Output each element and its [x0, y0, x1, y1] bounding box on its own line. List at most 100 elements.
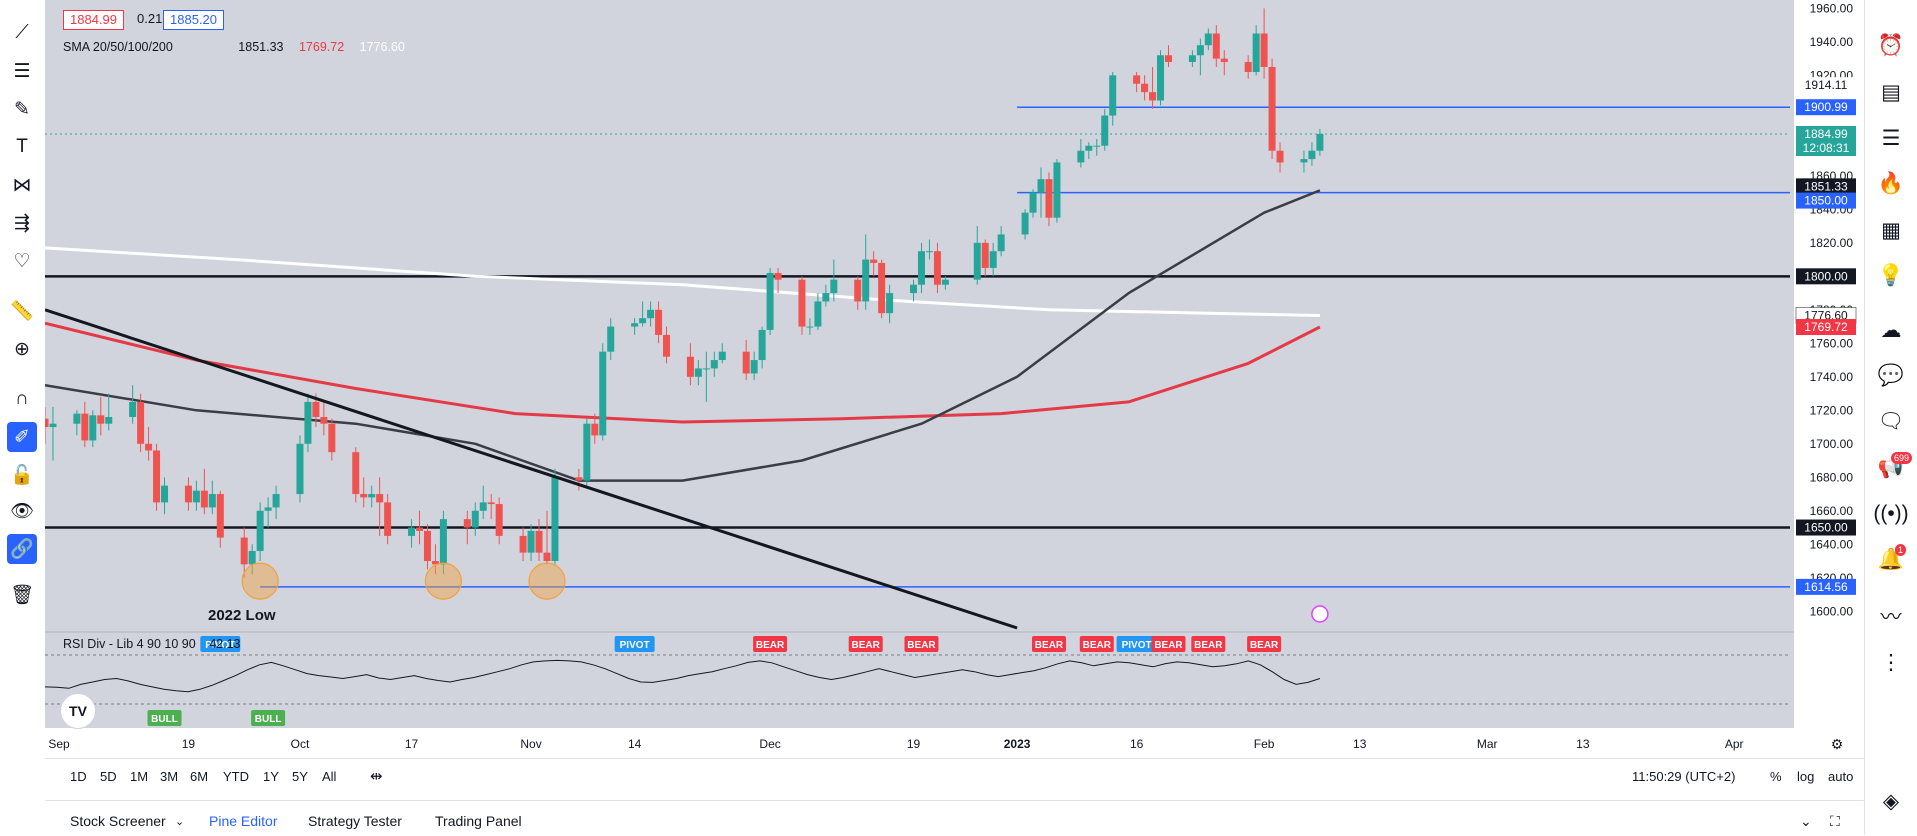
object-tree-icon[interactable]: ⋮ [1880, 650, 1902, 674]
candle [81, 401, 89, 448]
candle-body [45, 418, 49, 428]
tab-trading-panel[interactable]: Trading Panel [435, 813, 522, 829]
candle-body [694, 368, 702, 377]
messages-icon[interactable]: 🗨 [1877, 410, 1905, 433]
timeframe-ytd[interactable]: YTD [223, 769, 249, 784]
candle [208, 480, 216, 515]
prediction-tool-icon[interactable]: ⇶ [14, 212, 30, 234]
tab-strategy-tester[interactable]: Strategy Tester [308, 813, 402, 829]
rsi-signal-text: BEAR [1250, 640, 1279, 651]
candle-body [1316, 133, 1324, 151]
candle-body [320, 416, 328, 424]
text-tool-icon[interactable]: T [16, 136, 28, 157]
chart-area[interactable]: 100.000.0042.13BULLPIVOTBULLPIVOTBEARBEA… [45, 0, 1865, 758]
ideas-lightbulb-icon[interactable]: 💡 [1877, 264, 1905, 287]
candle-body [423, 530, 431, 562]
timeframe-5y[interactable]: 5Y [292, 769, 308, 784]
minimize-panel-icon[interactable]: ⌄ [1800, 813, 1812, 829]
calendar-icon[interactable]: ▦ [1881, 218, 1901, 242]
candle-body [487, 502, 495, 505]
candle-body [216, 494, 224, 538]
ask-price-box[interactable]: 1885.20 [163, 10, 224, 30]
candle [1268, 58, 1276, 160]
timeframe-1y[interactable]: 1Y [263, 769, 279, 784]
price-axis-label: 1851.33 [1796, 178, 1856, 195]
auto-toggle[interactable]: auto [1828, 769, 1854, 784]
candle [360, 477, 368, 508]
time-tick-label: Dec [759, 737, 780, 751]
candle-body [1164, 55, 1172, 62]
timeframe-5d[interactable]: 5D [100, 769, 117, 784]
pattern-tool-icon[interactable]: ⋈ [12, 174, 32, 196]
tab-pine-editor[interactable]: Pine Editor [209, 813, 278, 829]
timeframe-3m[interactable]: 3M [160, 769, 179, 784]
timeframe-all[interactable]: All [322, 769, 337, 784]
candle [431, 544, 439, 575]
watchlist-icon[interactable]: ▤ [1881, 80, 1901, 104]
candle [145, 427, 153, 461]
timeframe-1d[interactable]: 1D [70, 769, 87, 784]
date-range-icon[interactable]: ⇹ [370, 768, 383, 785]
eye-icon[interactable]: 👁 [9, 501, 35, 522]
price-tick-label: 1960.00 [1810, 1, 1854, 15]
layers-icon[interactable]: ◈ [1882, 789, 1900, 813]
candle-body [862, 259, 870, 302]
candle [1164, 45, 1172, 67]
link-icon[interactable]: 🔗 [7, 534, 37, 564]
percent-toggle[interactable]: % [1770, 769, 1782, 784]
trash-icon[interactable]: 🗑 [9, 585, 35, 606]
chats-icon[interactable]: 💬 [1877, 364, 1905, 387]
details-icon[interactable]: ☰ [1881, 126, 1901, 150]
alarm-clock-icon[interactable]: ⏰ [1877, 34, 1905, 57]
horizontal-lines-tool-icon[interactable]: ☰ [13, 60, 31, 82]
streams-cloud-icon[interactable]: ☁ [1880, 318, 1902, 342]
time-tick-label: 17 [405, 737, 419, 751]
tab-stock-screener[interactable]: Stock Screener [70, 813, 166, 829]
price-axis-label: 1914.11 [1796, 77, 1856, 94]
rsi-legend[interactable]: RSI Div - Lib 4 90 10 90 42.13 [63, 637, 240, 651]
candle [774, 267, 782, 294]
candle [941, 276, 949, 290]
hotlist-fire-icon[interactable]: 🔥 [1877, 172, 1905, 195]
candle-body [886, 293, 894, 314]
maximize-panel-icon[interactable]: ⛶ [1830, 813, 1840, 829]
rsi-signal-bear: BEAR [904, 636, 939, 652]
candle-body [854, 279, 862, 302]
log-toggle[interactable]: log [1797, 769, 1815, 784]
brush-tool-icon[interactable]: ✎ [14, 98, 30, 120]
candle-body [774, 272, 782, 280]
lock-icon[interactable]: 🔓 [10, 465, 34, 486]
rsi-signal-box [1151, 636, 1186, 652]
price-axis-label-text: 1884.99 [1804, 127, 1848, 141]
trendline-tool-icon[interactable]: ⟋ [15, 22, 29, 43]
time-axis: Sep 19 Oct 17 Nov 14 Dec 19 2023 16 Feb 13 Mar 13 Apr ⚙ [45, 728, 1843, 758]
candle-body [575, 477, 583, 481]
candle [1316, 128, 1324, 156]
rsi-signal-text: BEAR [1035, 640, 1064, 651]
rsi-signal-text: BULL [151, 714, 178, 725]
clock-timezone[interactable]: 11:50:29 (UTC+2) [1632, 769, 1736, 784]
bid-price-box[interactable]: 1884.99 [63, 10, 124, 30]
candle [1085, 142, 1093, 160]
timeframe-1m[interactable]: 1M [130, 769, 149, 784]
candle [519, 527, 527, 562]
broadcast-icon[interactable]: ((•)) [1873, 502, 1909, 525]
chevron-down-icon[interactable]: ⌄ [175, 816, 185, 828]
tradingview-logo-icon[interactable]: TV [60, 693, 96, 729]
timeframe-6m[interactable]: 6M [190, 769, 209, 784]
candle [1260, 8, 1268, 79]
candle-body [519, 535, 527, 553]
zoom-icon[interactable]: ⊕ [14, 338, 30, 360]
ruler-icon[interactable]: 📏 [10, 301, 34, 322]
candle [129, 385, 137, 424]
drawing-mode-icon[interactable]: ✐ [7, 422, 37, 452]
favorites-heart-icon[interactable]: ♡ [13, 250, 31, 272]
candle-body [208, 494, 216, 508]
magnet-icon[interactable]: ∩ [15, 388, 29, 409]
candle [1308, 142, 1316, 166]
candle [535, 519, 543, 562]
candle-body [647, 309, 655, 319]
chart-wave-icon[interactable]: 〰 [1880, 606, 1902, 629]
sma-legend[interactable]: SMA 20/50/100/200 1851.33 1769.72 1776.6… [63, 40, 417, 54]
